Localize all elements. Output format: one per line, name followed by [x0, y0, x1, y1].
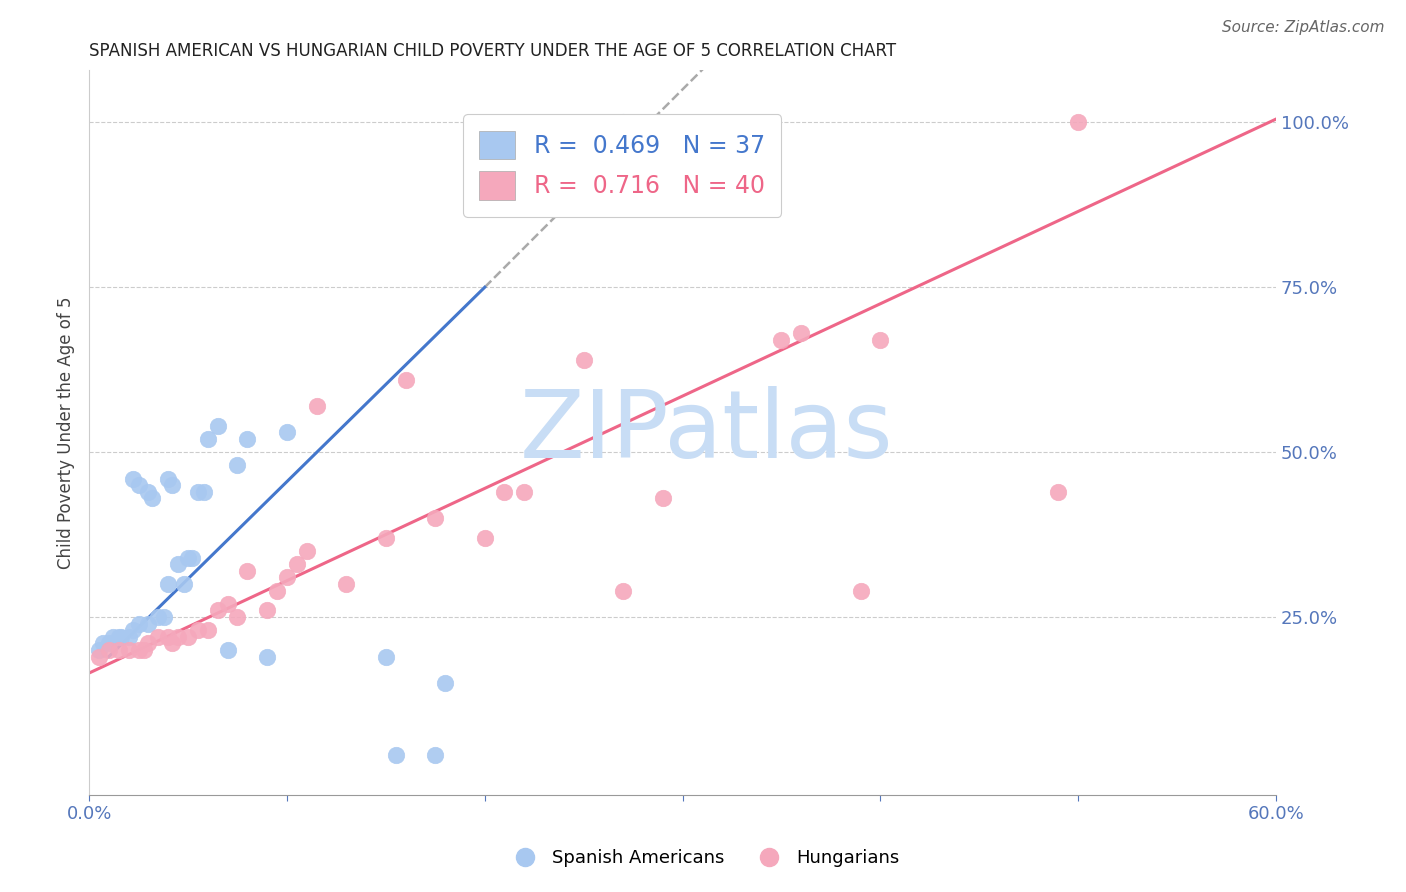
Point	[335, 577, 357, 591]
Point	[256, 649, 278, 664]
Point	[181, 550, 204, 565]
Point	[770, 333, 793, 347]
Point	[374, 649, 396, 664]
Point	[173, 577, 195, 591]
Point	[110, 630, 132, 644]
Point	[87, 643, 110, 657]
Y-axis label: Child Poverty Under the Age of 5: Child Poverty Under the Age of 5	[58, 296, 75, 568]
Point	[474, 531, 496, 545]
Point	[790, 326, 813, 341]
Point	[141, 491, 163, 506]
Point	[160, 636, 183, 650]
Point	[153, 610, 176, 624]
Point	[612, 583, 634, 598]
Text: SPANISH AMERICAN VS HUNGARIAN CHILD POVERTY UNDER THE AGE OF 5 CORRELATION CHART: SPANISH AMERICAN VS HUNGARIAN CHILD POVE…	[89, 42, 896, 60]
Point	[266, 583, 288, 598]
Point	[425, 511, 447, 525]
Point	[276, 570, 298, 584]
Point	[128, 478, 150, 492]
Point	[117, 630, 139, 644]
Point	[121, 623, 143, 637]
Point	[138, 636, 160, 650]
Point	[384, 748, 406, 763]
Legend: Spanish Americans, Hungarians: Spanish Americans, Hungarians	[499, 842, 907, 874]
Point	[157, 577, 180, 591]
Point	[236, 564, 259, 578]
Point	[107, 643, 129, 657]
Point	[138, 616, 160, 631]
Point	[91, 636, 114, 650]
Point	[148, 610, 170, 624]
Point	[107, 630, 129, 644]
Point	[207, 418, 229, 433]
Point	[148, 630, 170, 644]
Point	[177, 550, 200, 565]
Point	[197, 432, 219, 446]
Point	[849, 583, 872, 598]
Point	[236, 432, 259, 446]
Point	[87, 649, 110, 664]
Point	[226, 610, 249, 624]
Point	[97, 643, 120, 657]
Point	[138, 484, 160, 499]
Point	[128, 643, 150, 657]
Point	[256, 603, 278, 617]
Point	[1067, 115, 1090, 129]
Point	[394, 373, 416, 387]
Point	[1047, 484, 1070, 499]
Text: ZIPatlas: ZIPatlas	[519, 386, 893, 478]
Point	[134, 643, 156, 657]
Point	[217, 643, 239, 657]
Point	[160, 478, 183, 492]
Point	[207, 603, 229, 617]
Point	[117, 643, 139, 657]
Point	[513, 484, 536, 499]
Point	[187, 484, 209, 499]
Point	[187, 623, 209, 637]
Point	[226, 458, 249, 473]
Text: Source: ZipAtlas.com: Source: ZipAtlas.com	[1222, 20, 1385, 35]
Point	[295, 544, 318, 558]
Point	[572, 352, 595, 367]
Point	[157, 471, 180, 485]
Point	[217, 597, 239, 611]
Point	[197, 623, 219, 637]
Point	[276, 425, 298, 440]
Point	[494, 484, 516, 499]
Point	[285, 558, 308, 572]
Point	[101, 630, 124, 644]
Point	[651, 491, 673, 506]
Point	[167, 630, 190, 644]
Point	[193, 484, 215, 499]
Point	[425, 748, 447, 763]
Point	[177, 630, 200, 644]
Point	[97, 636, 120, 650]
Point	[869, 333, 891, 347]
Point	[374, 531, 396, 545]
Point	[157, 630, 180, 644]
Point	[612, 115, 634, 129]
Point	[121, 471, 143, 485]
Point	[128, 616, 150, 631]
Point	[167, 558, 190, 572]
Point	[305, 399, 328, 413]
Point	[434, 676, 457, 690]
Legend: R =  0.469   N = 37, R =  0.716   N = 40: R = 0.469 N = 37, R = 0.716 N = 40	[463, 114, 782, 217]
